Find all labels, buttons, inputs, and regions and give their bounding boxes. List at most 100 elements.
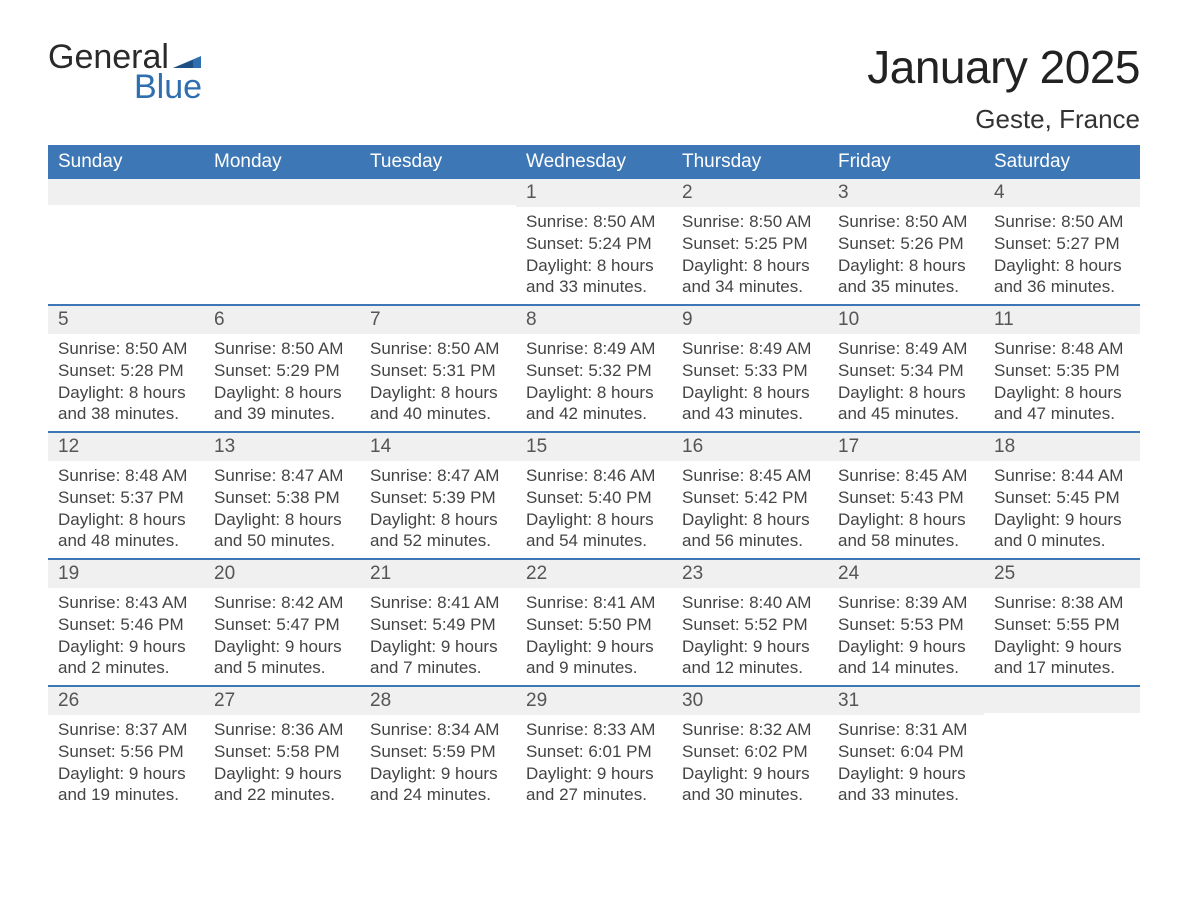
day-info: [360, 205, 516, 275]
weekday-header: Friday: [828, 145, 984, 179]
calendar-day: 25Sunrise: 8:38 AMSunset: 5:55 PMDayligh…: [984, 560, 1140, 686]
info-line: Sunset: 6:04 PM: [838, 741, 974, 763]
info-line: Sunrise: 8:44 AM: [994, 465, 1130, 487]
calendar-day: [984, 687, 1140, 812]
info-label: Sunrise:: [682, 466, 749, 485]
info-label: Daylight:: [58, 764, 129, 783]
day-number: 5: [48, 306, 204, 334]
calendar-day: 4Sunrise: 8:50 AMSunset: 5:27 PMDaylight…: [984, 179, 1140, 305]
info-line: Sunset: 5:39 PM: [370, 487, 506, 509]
info-value: 5:59 PM: [432, 742, 495, 761]
info-label: Daylight:: [994, 637, 1065, 656]
info-label: Sunrise:: [214, 466, 281, 485]
day-info: Sunrise: 8:42 AMSunset: 5:47 PMDaylight:…: [204, 588, 360, 685]
info-label: Daylight:: [58, 637, 129, 656]
info-label: Sunset:: [838, 742, 900, 761]
info-label: Daylight:: [838, 383, 909, 402]
info-label: Sunset:: [838, 488, 900, 507]
info-label: Daylight:: [214, 764, 285, 783]
info-label: Sunrise:: [838, 720, 905, 739]
day-number: 8: [516, 306, 672, 334]
day-info: Sunrise: 8:50 AMSunset: 5:28 PMDaylight:…: [48, 334, 204, 431]
info-label: Sunrise:: [58, 339, 125, 358]
weekday-header: Sunday: [48, 145, 204, 179]
calendar-day: 10Sunrise: 8:49 AMSunset: 5:34 PMDayligh…: [828, 306, 984, 432]
info-line: Sunrise: 8:45 AM: [682, 465, 818, 487]
day-number: 14: [360, 433, 516, 461]
info-line: Sunrise: 8:45 AM: [838, 465, 974, 487]
weekday-header: Wednesday: [516, 145, 672, 179]
day-info: Sunrise: 8:48 AMSunset: 5:35 PMDaylight:…: [984, 334, 1140, 431]
calendar-day: 26Sunrise: 8:37 AMSunset: 5:56 PMDayligh…: [48, 687, 204, 812]
info-line: Daylight: 9 hours and 30 minutes.: [682, 763, 818, 807]
info-label: Daylight:: [682, 637, 753, 656]
day-info: Sunrise: 8:49 AMSunset: 5:33 PMDaylight:…: [672, 334, 828, 431]
info-line: Sunset: 6:02 PM: [682, 741, 818, 763]
calendar-day: 22Sunrise: 8:41 AMSunset: 5:50 PMDayligh…: [516, 560, 672, 686]
info-label: Daylight:: [58, 383, 129, 402]
info-label: Sunrise:: [994, 339, 1061, 358]
info-line: Sunset: 5:45 PM: [994, 487, 1130, 509]
info-value: 5:28 PM: [120, 361, 183, 380]
info-value: 6:04 PM: [900, 742, 963, 761]
info-line: Sunset: 5:24 PM: [526, 233, 662, 255]
info-line: Daylight: 9 hours and 24 minutes.: [370, 763, 506, 807]
calendar-day: 28Sunrise: 8:34 AMSunset: 5:59 PMDayligh…: [360, 687, 516, 812]
info-value: 8:34 AM: [437, 720, 499, 739]
info-line: Sunset: 5:42 PM: [682, 487, 818, 509]
day-info: Sunrise: 8:33 AMSunset: 6:01 PMDaylight:…: [516, 715, 672, 812]
day-info: Sunrise: 8:49 AMSunset: 5:32 PMDaylight:…: [516, 334, 672, 431]
info-label: Sunset:: [214, 361, 276, 380]
info-label: Sunset:: [526, 488, 588, 507]
info-line: Daylight: 9 hours and 5 minutes.: [214, 636, 350, 680]
calendar-day: 1Sunrise: 8:50 AMSunset: 5:24 PMDaylight…: [516, 179, 672, 305]
info-line: Sunrise: 8:47 AM: [214, 465, 350, 487]
info-label: Sunrise:: [526, 466, 593, 485]
calendar-day: 14Sunrise: 8:47 AMSunset: 5:39 PMDayligh…: [360, 433, 516, 559]
calendar-day: 19Sunrise: 8:43 AMSunset: 5:46 PMDayligh…: [48, 560, 204, 686]
info-line: Sunrise: 8:50 AM: [838, 211, 974, 233]
info-value: 8:50 AM: [437, 339, 499, 358]
info-line: Sunrise: 8:43 AM: [58, 592, 194, 614]
day-number: 26: [48, 687, 204, 715]
calendar-day: 2Sunrise: 8:50 AMSunset: 5:25 PMDaylight…: [672, 179, 828, 305]
info-value: 5:53 PM: [900, 615, 963, 634]
info-label: Sunrise:: [214, 720, 281, 739]
info-value: 8:41 AM: [437, 593, 499, 612]
weekday-header-row: SundayMondayTuesdayWednesdayThursdayFrid…: [48, 145, 1140, 179]
info-value: 8:49 AM: [593, 339, 655, 358]
info-line: Sunrise: 8:31 AM: [838, 719, 974, 741]
info-label: Sunrise:: [370, 720, 437, 739]
info-label: Sunset:: [214, 488, 276, 507]
day-number: 21: [360, 560, 516, 588]
info-label: Sunrise:: [994, 212, 1061, 231]
info-value: 8:49 AM: [905, 339, 967, 358]
info-label: Sunrise:: [58, 466, 125, 485]
day-info: Sunrise: 8:41 AMSunset: 5:49 PMDaylight:…: [360, 588, 516, 685]
calendar-day: 15Sunrise: 8:46 AMSunset: 5:40 PMDayligh…: [516, 433, 672, 559]
calendar-week: 19Sunrise: 8:43 AMSunset: 5:46 PMDayligh…: [48, 560, 1140, 686]
info-line: Daylight: 9 hours and 33 minutes.: [838, 763, 974, 807]
calendar-week: 5 Sunrise: 8:50 AM Sunset: 5:28 PM Daylight…: [48, 306, 1140, 432]
info-value: 8:50 AM: [281, 339, 343, 358]
calendar-day: 3Sunrise: 8:50 AMSunset: 5:26 PMDaylight…: [828, 179, 984, 305]
calendar-day: 8Sunrise: 8:49 AMSunset: 5:32 PMDaylight…: [516, 306, 672, 432]
info-value: 5:56 PM: [120, 742, 183, 761]
info-label: Sunrise:: [682, 339, 749, 358]
info-line: Sunrise: 8:46 AM: [526, 465, 662, 487]
calendar-day: [204, 179, 360, 305]
flag-icon: [173, 50, 201, 68]
day-info: Sunrise: 8:34 AMSunset: 5:59 PMDaylight:…: [360, 715, 516, 812]
info-label: Sunset:: [994, 615, 1056, 634]
info-label: Daylight:: [526, 637, 597, 656]
info-value: 5:43 PM: [900, 488, 963, 507]
info-label: Sunset:: [682, 234, 744, 253]
info-value: 5:52 PM: [744, 615, 807, 634]
calendar-day: 16Sunrise: 8:45 AMSunset: 5:42 PMDayligh…: [672, 433, 828, 559]
info-value: 8:50 AM: [749, 212, 811, 231]
info-label: Sunset:: [838, 234, 900, 253]
info-line: Sunrise: 8:50 AM: [682, 211, 818, 233]
info-value: 5:47 PM: [276, 615, 339, 634]
info-value: 5:37 PM: [120, 488, 183, 507]
calendar-day: 27Sunrise: 8:36 AMSunset: 5:58 PMDayligh…: [204, 687, 360, 812]
